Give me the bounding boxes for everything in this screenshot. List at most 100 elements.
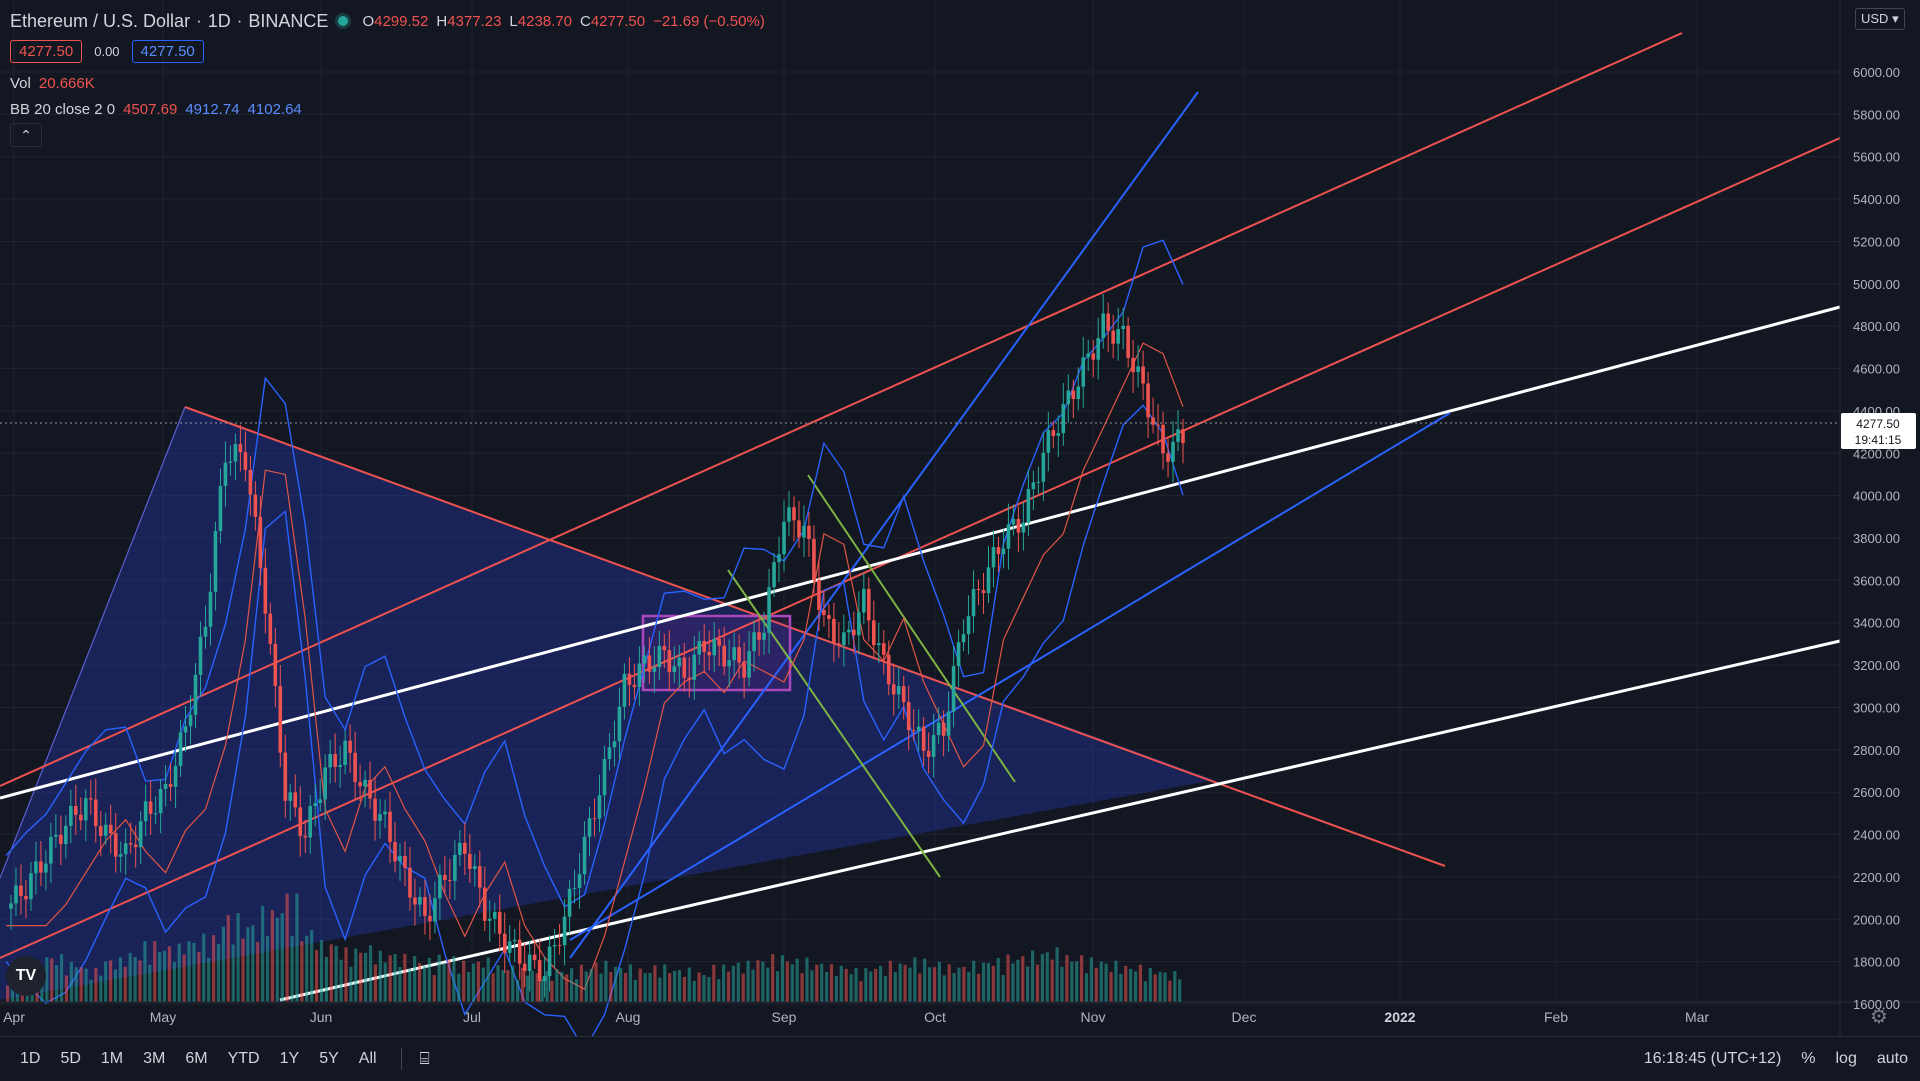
- candle-body: [502, 933, 507, 953]
- candle-body: [263, 567, 268, 614]
- volume-bar: [820, 963, 824, 1002]
- y-tick-label: 5800.00: [1853, 107, 1900, 122]
- candle-body: [951, 666, 956, 712]
- candle-body: [1151, 417, 1155, 425]
- candle-body: [672, 666, 677, 673]
- volume-bar: [1026, 966, 1030, 1002]
- price-chart[interactable]: 6000.00 5800.00 5600.00 5400.00 5200.00 5000.…: [0, 0, 1920, 1036]
- volume-bar: [388, 955, 392, 1002]
- volume-bar: [55, 965, 59, 1002]
- volume-bar: [638, 968, 642, 1002]
- volume-bar: [550, 980, 554, 1002]
- toolbar-divider: [400, 1048, 402, 1070]
- candle-body: [1081, 357, 1086, 387]
- bid-ask-row: 4277.50 0.00 4277.50: [10, 38, 773, 64]
- candle-body: [1131, 357, 1135, 373]
- candle-body: [512, 939, 517, 942]
- volume-bar: [432, 975, 436, 1002]
- range-1y[interactable]: 1Y: [279, 1050, 300, 1067]
- candle-body: [213, 530, 218, 592]
- price-axis[interactable]: 6000.00 5800.00 5600.00 5400.00 5200.00 5000.…: [1853, 65, 1900, 1012]
- volume-legend[interactable]: Vol 20.666K: [10, 70, 773, 96]
- volume-bar: [261, 905, 265, 1002]
- time-axis[interactable]: Apr May Jun Jul Aug Sep Oct Nov Dec 2022 Feb Mar: [3, 1009, 1709, 1025]
- y-tick-label: 3200.00: [1853, 658, 1900, 673]
- volume-bar: [599, 973, 603, 1002]
- candle-body: [647, 655, 652, 672]
- candle-body: [787, 507, 791, 522]
- range-ytd[interactable]: YTD: [227, 1050, 260, 1067]
- candle-body: [83, 798, 88, 821]
- volume-bar: [913, 957, 917, 1002]
- candle-body: [522, 963, 527, 972]
- symbol-name[interactable]: Ethereum / U.S. Dollar: [10, 10, 191, 31]
- bb-legend[interactable]: BB 20 close 2 0 4507.69 4912.74 4102.64: [10, 96, 773, 122]
- clock-time[interactable]: 16:18:45 (UTC+12): [1643, 1050, 1782, 1067]
- volume-bar: [64, 975, 69, 1002]
- candle-body: [1006, 524, 1011, 549]
- candle-body: [388, 811, 392, 843]
- gear-icon[interactable]: ⚙: [1870, 1006, 1888, 1028]
- volume-bar: [207, 957, 211, 1002]
- auto-toggle[interactable]: auto: [1876, 1050, 1908, 1067]
- currency-selector[interactable]: USD ▾: [1855, 8, 1905, 30]
- range-3m[interactable]: 3M: [143, 1050, 166, 1067]
- volume-bar: [619, 967, 623, 1002]
- volume-bar: [1055, 947, 1059, 1002]
- sell-button[interactable]: 4277.50: [10, 39, 83, 63]
- candle-body: [592, 818, 597, 820]
- volume-bar: [334, 946, 338, 1002]
- candle-body: [193, 674, 198, 715]
- close-label: C: [580, 12, 591, 30]
- candle-body: [34, 861, 38, 874]
- volume-bar: [633, 979, 637, 1002]
- tradingview-logo[interactable]: TV: [6, 956, 46, 996]
- pitchfork-left-edge: [0, 406, 186, 879]
- volume-bar: [731, 965, 736, 1002]
- x-tick-label: Oct: [924, 1009, 946, 1025]
- candle-body: [1076, 386, 1081, 399]
- candle-body: [353, 752, 357, 783]
- candle-body: [44, 863, 48, 873]
- candle-body: [93, 799, 98, 827]
- volume-bar: [481, 967, 485, 1002]
- candle-body: [832, 618, 836, 644]
- range-all[interactable]: All: [358, 1050, 377, 1067]
- percent-toggle[interactable]: %: [1801, 1050, 1816, 1067]
- candle-body: [288, 792, 293, 801]
- chevron-up-icon[interactable]: ⌃: [10, 123, 42, 147]
- range-5y[interactable]: 5Y: [319, 1050, 339, 1067]
- volume-bar: [506, 970, 510, 1002]
- candle-body: [443, 874, 447, 880]
- market-status-icon[interactable]: [338, 16, 349, 26]
- volume-bar: [84, 968, 88, 1002]
- buy-button[interactable]: 4277.50: [131, 39, 204, 63]
- volume-bar: [756, 960, 760, 1002]
- candle-body: [632, 684, 637, 688]
- volume-bar: [829, 964, 834, 1002]
- candle-body: [448, 879, 452, 881]
- volume-bar: [457, 973, 461, 1002]
- range-5d[interactable]: 5D: [60, 1050, 81, 1067]
- volume-bar: [672, 970, 677, 1002]
- log-toggle[interactable]: log: [1835, 1050, 1857, 1067]
- volume-bar: [932, 967, 937, 1002]
- candle-body: [772, 562, 776, 588]
- candle-body: [378, 814, 382, 821]
- calendar-range-icon[interactable]: ⌸: [419, 1049, 430, 1068]
- range-1d[interactable]: 1D: [20, 1050, 41, 1067]
- interval[interactable]: 1D: [207, 10, 231, 31]
- range-1m[interactable]: 1M: [100, 1050, 124, 1067]
- candle-body: [1166, 453, 1170, 462]
- candle-body: [1011, 518, 1016, 525]
- volume-bar: [775, 971, 780, 1002]
- volume-bar: [6, 985, 10, 1002]
- volume-bar: [1163, 972, 1167, 1002]
- range-6m[interactable]: 6M: [185, 1050, 208, 1067]
- volume-bar: [962, 966, 966, 1002]
- candle-body: [921, 726, 926, 751]
- candle-body: [168, 783, 173, 787]
- candle-body: [108, 824, 113, 834]
- volume-bar: [344, 947, 348, 1002]
- y-tick-label: 3000.00: [1853, 700, 1900, 715]
